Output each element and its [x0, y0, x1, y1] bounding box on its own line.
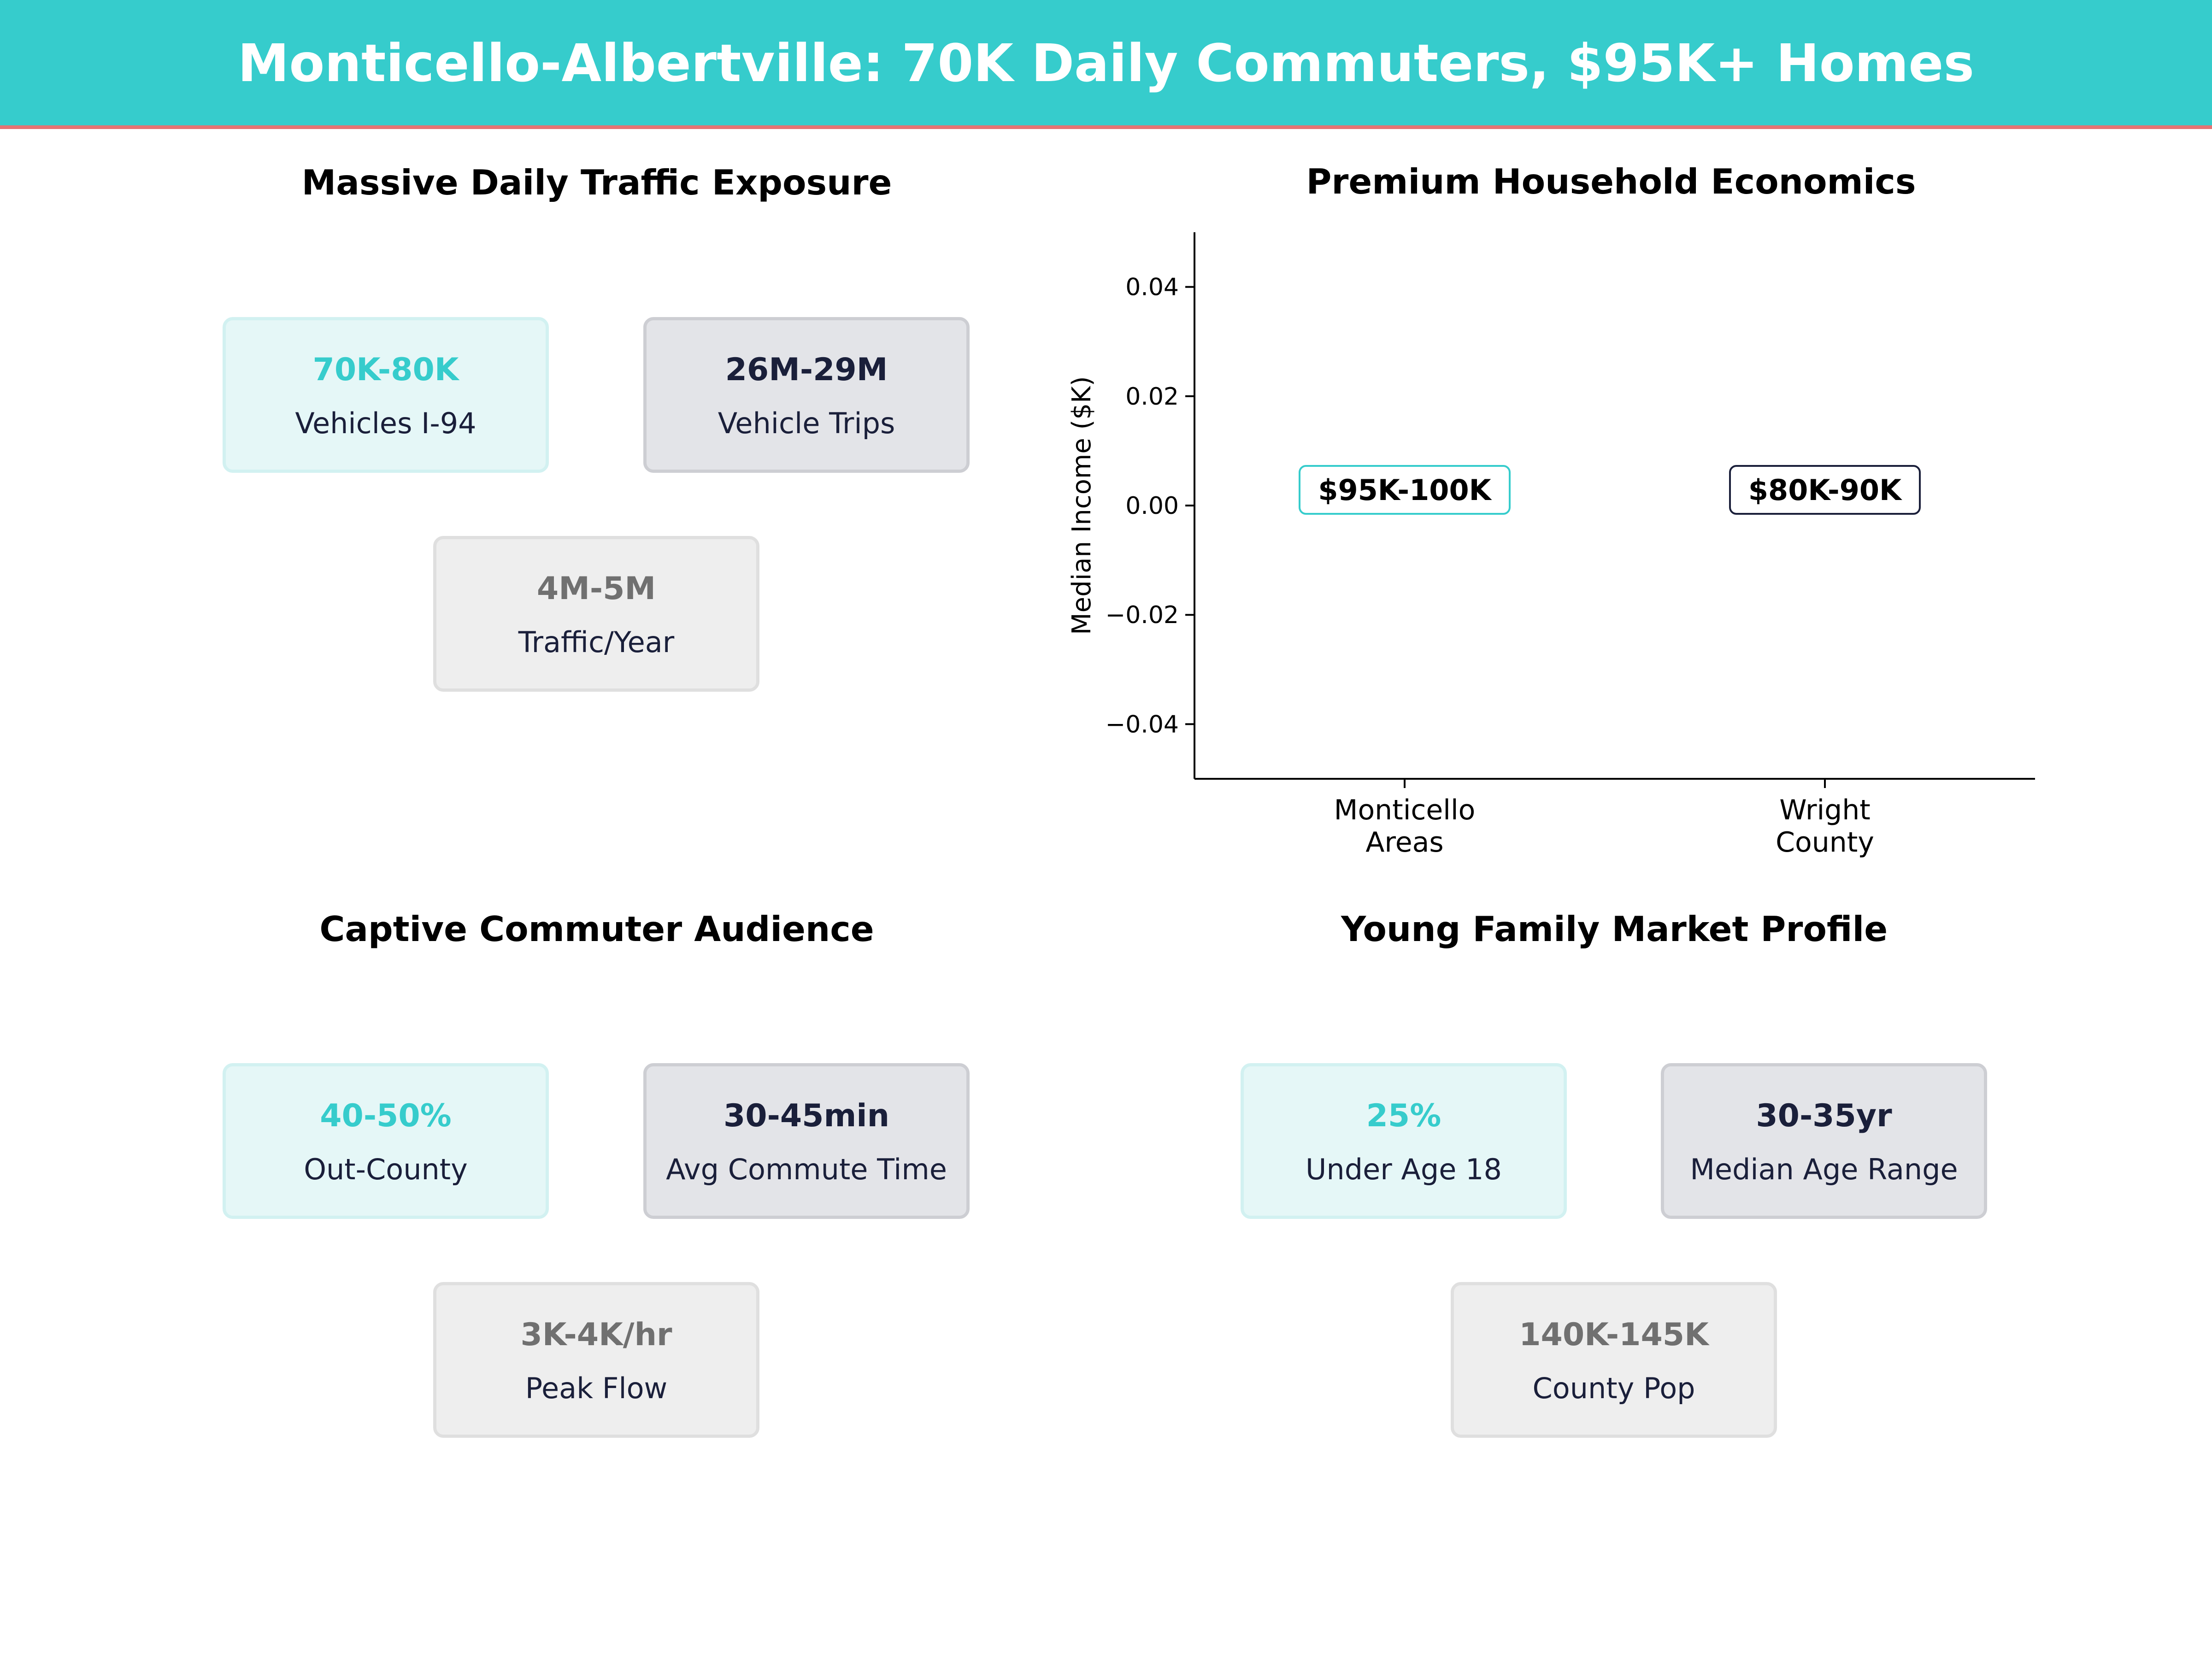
card-value: 70K-80K: [312, 352, 459, 388]
card-label: Peak Flow: [525, 1371, 668, 1405]
dashboard-title: Monticello-Albertville: 70K Daily Commut…: [237, 34, 1975, 94]
card-label: Median Age Range: [1690, 1153, 1958, 1186]
x-tick-label: County: [1776, 826, 1874, 859]
card-value: 30-45min: [723, 1098, 890, 1134]
family-card-county-pop: 140K-145K County Pop: [1451, 1282, 1777, 1438]
family-card-median-age: 30-35yr Median Age Range: [1661, 1063, 1987, 1219]
chart-title: Premium Household Economics: [1306, 161, 1916, 202]
card-value: 4M-5M: [536, 571, 656, 607]
card-value: 3K-4K/hr: [520, 1317, 672, 1353]
y-tick-label: −0.02: [1106, 601, 1179, 629]
card-value: 40-50%: [320, 1098, 452, 1134]
commuter-card-peak-flow: 3K-4K/hr Peak Flow: [433, 1282, 759, 1438]
card-label: Under Age 18: [1306, 1153, 1502, 1186]
family-panel-title: Young Family Market Profile: [1341, 909, 1888, 949]
traffic-panel-title: Massive Daily Traffic Exposure: [301, 162, 892, 203]
traffic-card-trips: 26M-29M Vehicle Trips: [643, 317, 970, 473]
x-tick-label: Monticello: [1334, 794, 1476, 826]
card-value: 26M-29M: [725, 352, 888, 388]
card-label: Traffic/Year: [518, 625, 675, 659]
card-value: 25%: [1366, 1098, 1441, 1134]
income-value-box: [1729, 465, 1921, 515]
income-value-label: $80K-90K: [1748, 473, 1902, 507]
card-label: Vehicles I-94: [295, 406, 477, 440]
commuter-card-outcounty: 40-50% Out-County: [223, 1063, 549, 1219]
income-value-label: $95K-100K: [1318, 473, 1492, 507]
income-chart: Premium Household Economics −0.04 −0.02 0.0…: [1067, 161, 2035, 859]
traffic-card-vehicles: 70K-80K Vehicles I-94: [223, 317, 549, 473]
card-label: Vehicle Trips: [718, 406, 895, 440]
commuter-panel-title: Captive Commuter Audience: [319, 909, 874, 949]
title-banner: Monticello-Albertville: 70K Daily Commut…: [0, 0, 2212, 129]
card-label: County Pop: [1532, 1371, 1695, 1405]
card-label: Avg Commute Time: [666, 1153, 947, 1186]
y-tick-label: 0.02: [1125, 383, 1179, 411]
x-tick-label: Areas: [1365, 826, 1443, 859]
card-value: 30-35yr: [1756, 1098, 1892, 1134]
traffic-card-year: 4M-5M Traffic/Year: [433, 536, 759, 692]
income-value-box: [1299, 465, 1511, 515]
x-tick-label: Wright: [1779, 794, 1871, 826]
card-value: 140K-145K: [1519, 1317, 1709, 1353]
card-label: Out-County: [304, 1153, 468, 1186]
family-card-under-18: 25% Under Age 18: [1241, 1063, 1567, 1219]
commuter-card-commute-time: 30-45min Avg Commute Time: [643, 1063, 970, 1219]
y-tick-label: 0.00: [1125, 492, 1179, 520]
y-tick-label: −0.04: [1106, 711, 1179, 738]
y-tick-label: 0.04: [1125, 274, 1179, 301]
y-axis-label: Median Income ($K): [1067, 376, 1097, 635]
